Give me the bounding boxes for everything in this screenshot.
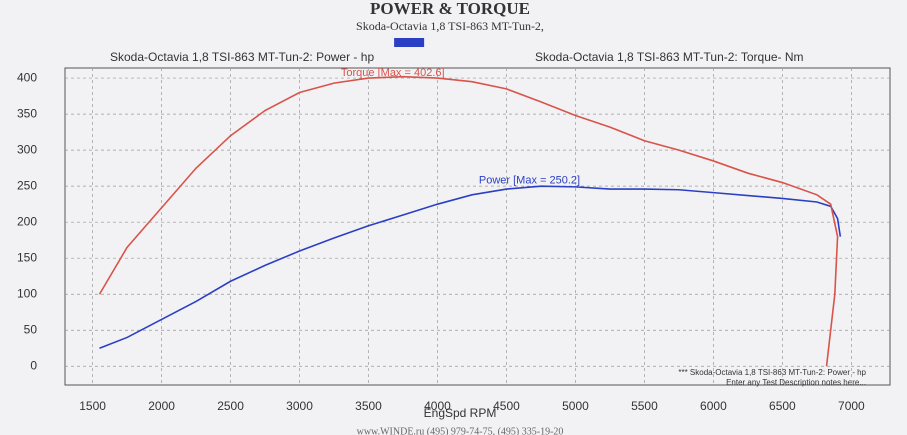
legend-label: Skoda-Octavia 1,8 TSI-863 MT-Tun-2: Powe… — [110, 50, 374, 64]
series-line — [98, 75, 839, 367]
x-tick-label: 4500 — [493, 399, 520, 413]
y-tick-label: 50 — [24, 322, 38, 336]
annotation: Torque [Max = 402.6] — [341, 67, 445, 79]
x-tick-label: 3500 — [355, 399, 382, 413]
y-tick-label: 150 — [17, 250, 37, 264]
plot-frame — [64, 67, 891, 386]
x-tick-label: 7000 — [838, 399, 865, 413]
series-line — [99, 185, 842, 350]
x-tick-label: 4000 — [424, 399, 451, 413]
y-tick-label: 100 — [17, 286, 37, 300]
x-tick-label: 3000 — [286, 399, 313, 413]
x-tick-label: 6000 — [700, 399, 727, 413]
y-tick-label: 350 — [17, 106, 37, 120]
y-tick-label: 300 — [17, 142, 37, 156]
y-tick-label: 200 — [17, 214, 37, 228]
legend-swatch — [394, 38, 425, 47]
note: *** Skoda-Octavia 1,8 TSI-863 MT-Tun-2: … — [678, 368, 866, 377]
chart-title: POWER & TORQUE — [370, 0, 530, 18]
y-tick-label: 250 — [17, 178, 37, 192]
x-tick-label: 2000 — [148, 399, 175, 413]
x-tick-label: 1500 — [79, 399, 106, 413]
y-tick-label: 0 — [30, 358, 37, 372]
x-tick-label: 6500 — [769, 399, 796, 413]
x-tick-label: 5500 — [631, 399, 658, 413]
legend-label: Skoda-Octavia 1,8 TSI-863 MT-Tun-2: Torq… — [535, 50, 804, 64]
footer: www.WINDE.ru (495) 979-74-75, (495) 335-… — [357, 426, 564, 435]
annotation: Power [Max = 250.2] — [479, 174, 580, 186]
x-tick-label: 5000 — [562, 399, 589, 413]
y-tick-label: 400 — [17, 70, 37, 84]
x-tick-label: 2500 — [217, 399, 244, 413]
chart-subtitle: Skoda-Octavia 1,8 TSI-863 MT-Tun-2, — [356, 19, 544, 33]
x-axis-label: EngSpd RPM — [424, 406, 497, 420]
note: Enter any Test Description notes here... — [726, 378, 866, 387]
